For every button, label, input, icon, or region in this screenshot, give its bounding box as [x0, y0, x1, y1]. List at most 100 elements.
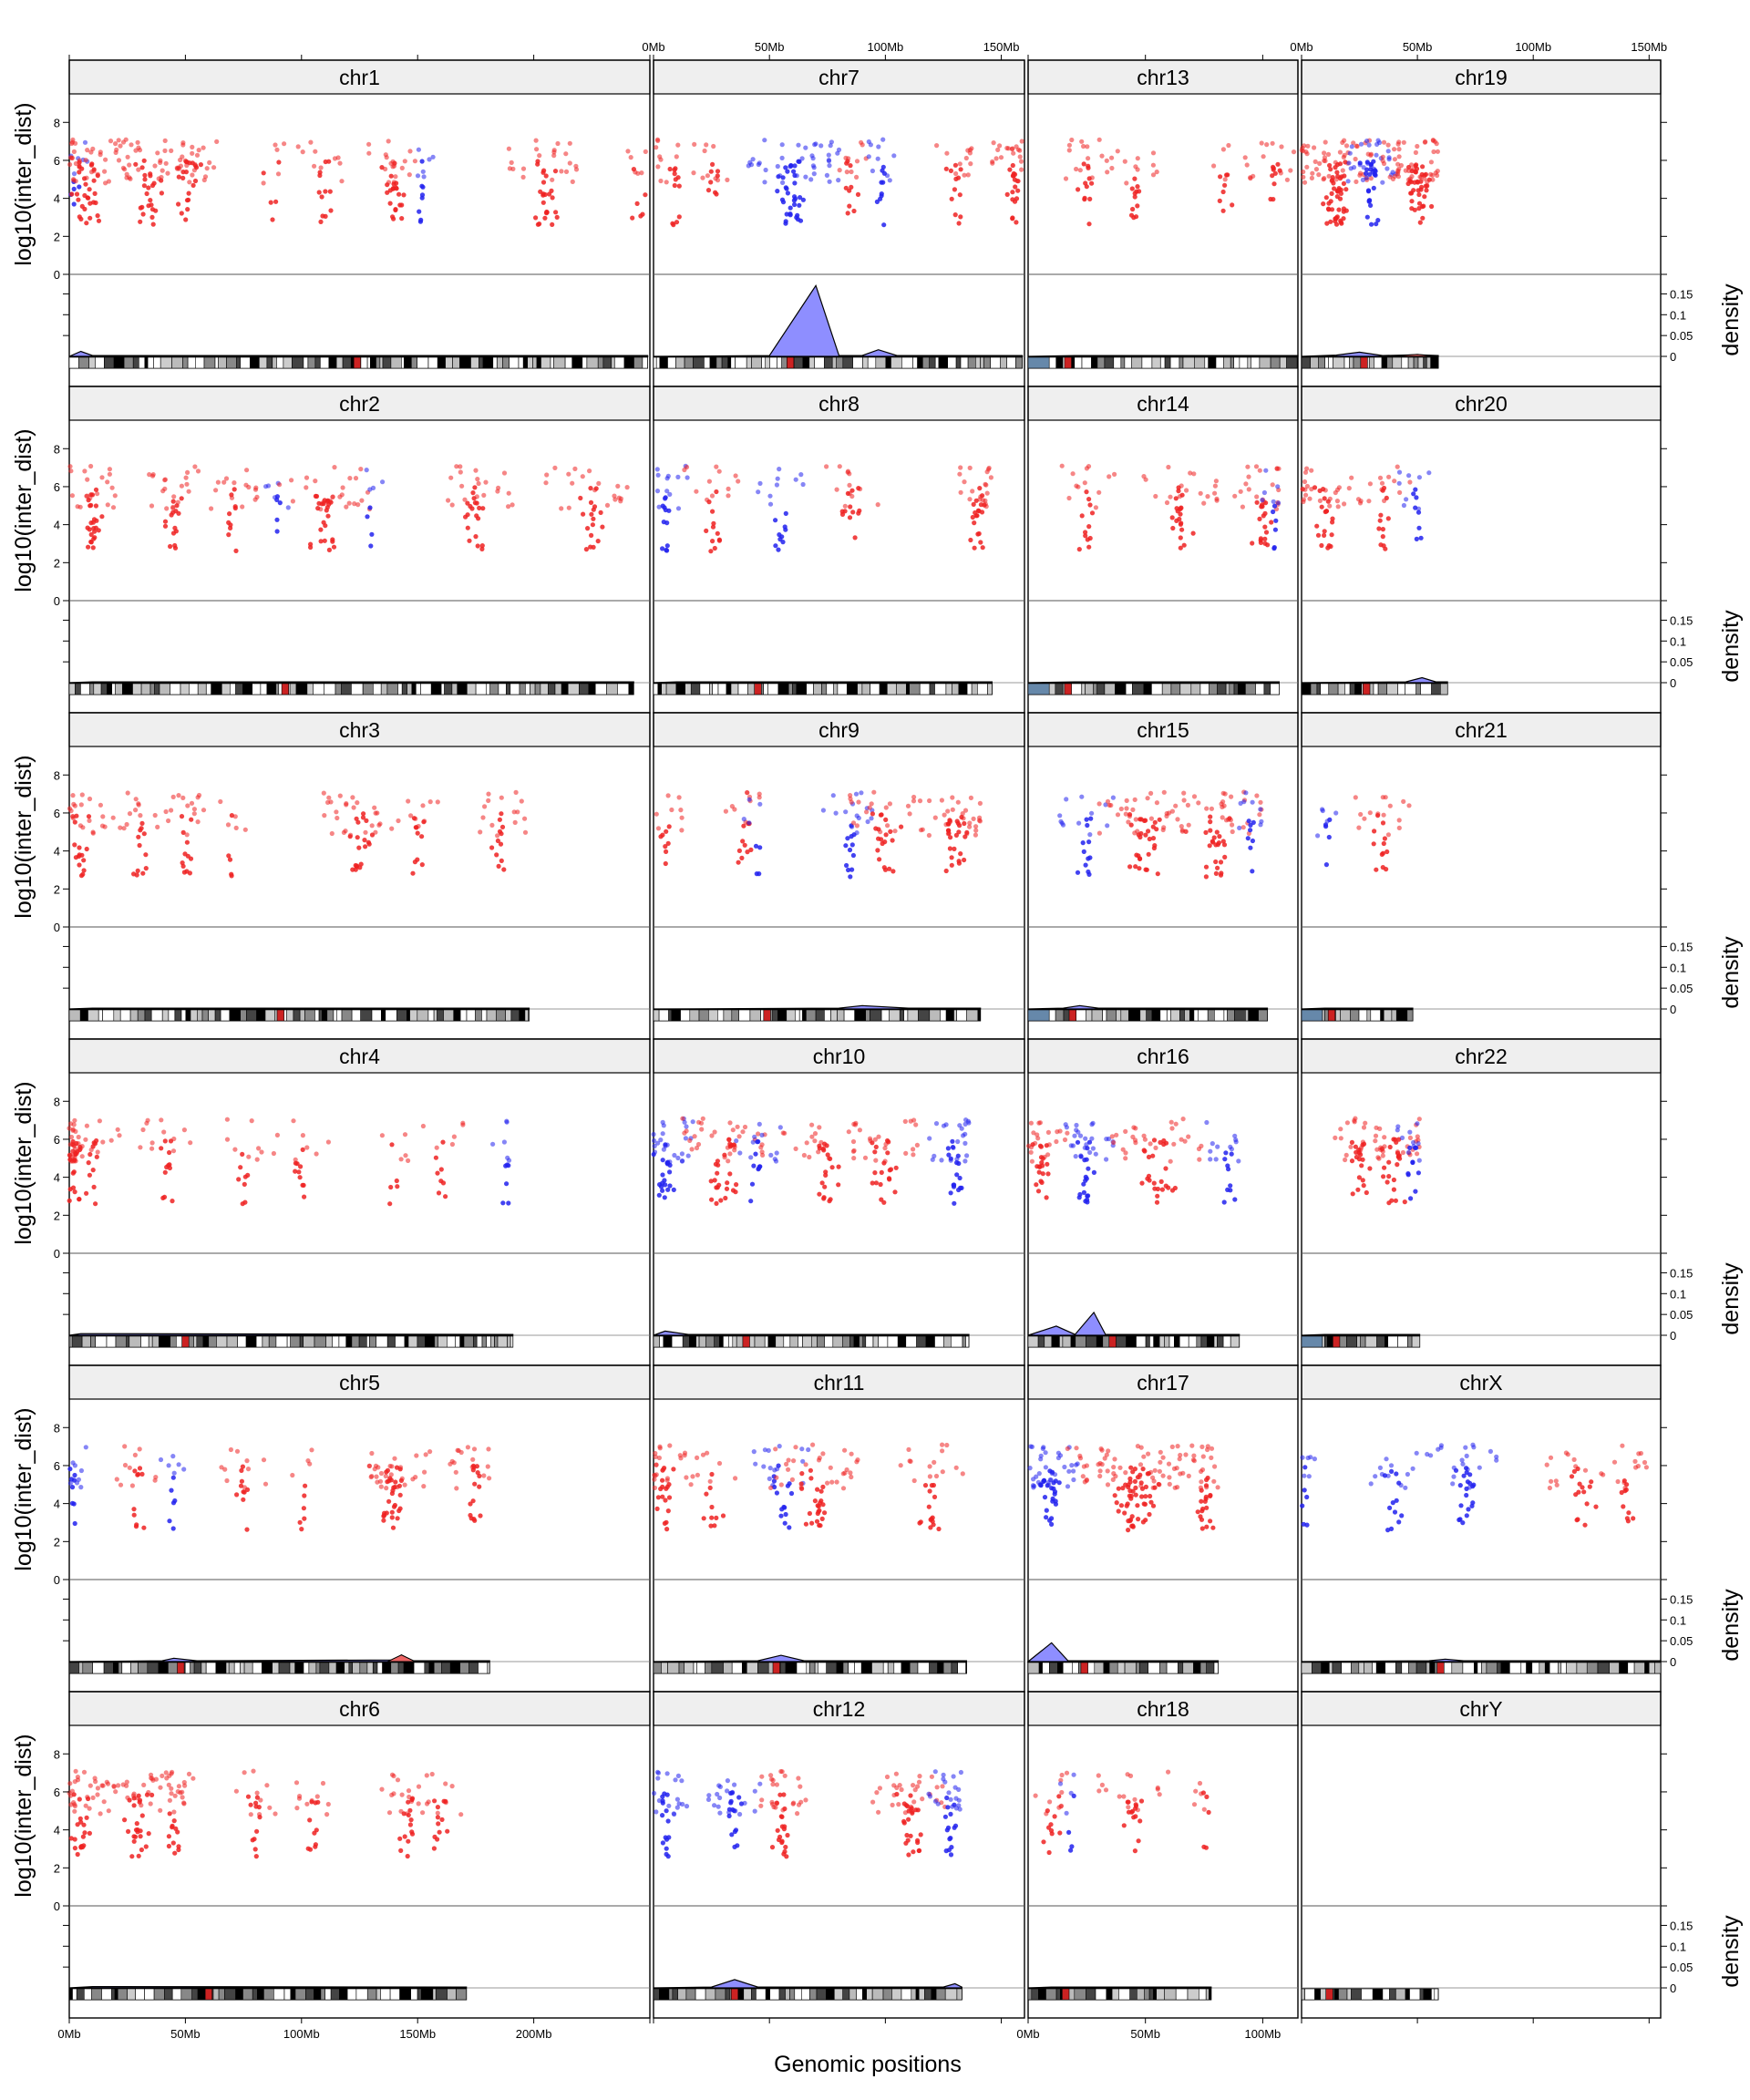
scatter-point: [1338, 1127, 1343, 1132]
scatter-point: [487, 1476, 492, 1481]
scatter-point: [1169, 1126, 1175, 1131]
scatter-point: [850, 1138, 857, 1145]
ideogram-band: [872, 1335, 879, 1348]
scatter-point: [1380, 1153, 1385, 1158]
scatter-point: [167, 1518, 172, 1524]
ideogram-band: [867, 356, 877, 369]
scatter-point: [391, 1504, 397, 1509]
ideogram-band: [314, 1335, 326, 1348]
scatter-point: [180, 863, 186, 870]
scatter-point: [105, 502, 110, 508]
ideogram-band: [715, 356, 723, 369]
scatter-point: [139, 204, 145, 210]
ideogram-band: [802, 356, 810, 369]
scatter-point: [1391, 1187, 1396, 1192]
scatter-point: [379, 1786, 385, 1792]
scatter-point: [318, 539, 324, 544]
ideogram-band: [716, 1009, 725, 1022]
ideogram-band: [1279, 356, 1287, 369]
scatter-point: [1084, 1463, 1089, 1468]
scatter-point: [147, 472, 152, 478]
scatter-point: [555, 140, 561, 147]
ideogram-band: [1164, 356, 1171, 369]
scatter-point: [1364, 139, 1370, 144]
scatter-point: [1263, 468, 1269, 473]
scatter-point: [1414, 536, 1419, 542]
scatter-point: [671, 1467, 676, 1472]
ideogram-band: [451, 683, 458, 695]
scatter-point: [248, 1802, 253, 1807]
ideogram-band: [272, 356, 277, 369]
scatter-point: [136, 1853, 141, 1858]
centromere: [1327, 1009, 1336, 1022]
scatter-point: [941, 1772, 946, 1777]
ideogram-band: [737, 1988, 745, 2001]
ideogram-band: [1194, 356, 1206, 369]
scatter-point: [1203, 874, 1209, 880]
scatter-point: [1138, 1462, 1144, 1467]
scatter-point: [87, 527, 92, 532]
ideogram-band: [911, 1988, 917, 2001]
ideogram: [68, 1009, 530, 1022]
scatter-point: [339, 179, 345, 184]
scatter-point: [1064, 1770, 1070, 1776]
ideogram-band: [443, 1009, 454, 1022]
ideogram-band: [93, 683, 102, 695]
scatter-point: [389, 1142, 395, 1148]
ideogram-band: [1380, 1009, 1385, 1022]
scatter-point: [1043, 1465, 1048, 1470]
scatter-point: [1406, 473, 1412, 479]
scatter-point: [724, 1186, 730, 1191]
ideogram-band: [459, 1335, 465, 1348]
scatter-point: [506, 1200, 511, 1206]
ideogram-band: [738, 1009, 751, 1022]
scatter-point: [459, 483, 465, 489]
scatter-point: [389, 826, 395, 831]
scatter-point: [902, 1118, 908, 1124]
scatter-point: [183, 475, 189, 480]
scatter-point: [936, 1526, 942, 1532]
scatter-point: [510, 502, 515, 508]
scatter-point: [792, 201, 798, 208]
scatter-point: [435, 1815, 440, 1820]
scatter-points: [651, 1116, 972, 1206]
scatter-point: [1150, 1503, 1157, 1508]
scatter-point: [238, 1483, 244, 1488]
scatter-point: [94, 1154, 99, 1159]
scatter-point: [140, 211, 146, 217]
scatter-point: [770, 1777, 776, 1783]
scatter-point: [932, 1494, 938, 1499]
scatter-point: [700, 1116, 705, 1121]
scatter-point: [1451, 1474, 1457, 1479]
scatter-point: [1033, 1140, 1038, 1146]
scatter-point: [88, 463, 94, 469]
ideogram-band: [258, 356, 268, 369]
ideogram-band: [1215, 356, 1224, 369]
ideogram-band: [1116, 1009, 1122, 1022]
scatter-point: [505, 1155, 510, 1160]
scatter-point: [590, 522, 596, 528]
ideogram-band: [410, 356, 417, 369]
scatter-point: [435, 799, 440, 805]
scatter-point: [1041, 1839, 1046, 1845]
ideogram-band: [225, 1662, 230, 1674]
scatter-point: [1385, 849, 1390, 855]
scatter-point: [566, 505, 571, 510]
scatter-point: [848, 163, 853, 169]
scatter-point: [1401, 502, 1406, 509]
scatter-point: [1392, 479, 1397, 484]
scatter-point: [712, 1178, 717, 1183]
ideogram-band: [417, 1009, 429, 1022]
scatter-point: [176, 201, 181, 207]
scatter-point: [1010, 215, 1015, 221]
scatter-point: [812, 1131, 818, 1137]
scatter-point: [85, 195, 90, 201]
scatter-point: [993, 156, 999, 161]
ideogram-band: [751, 356, 762, 369]
ideogram-band: [147, 356, 155, 369]
scatter-point: [777, 1834, 783, 1839]
scatter-point: [370, 485, 376, 491]
scatter-point: [836, 1182, 841, 1188]
scatter-point: [1089, 175, 1095, 180]
scatter-point: [369, 1450, 375, 1457]
